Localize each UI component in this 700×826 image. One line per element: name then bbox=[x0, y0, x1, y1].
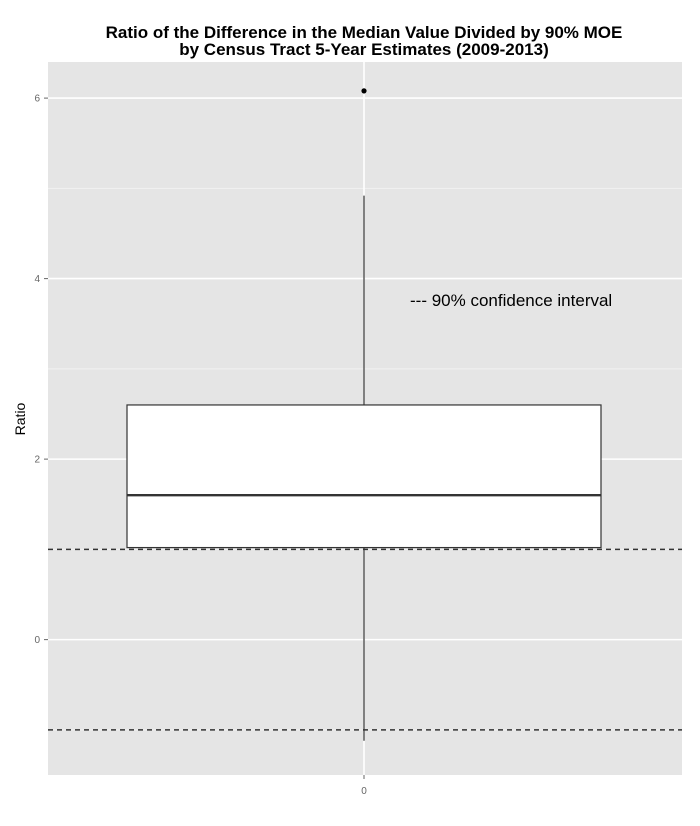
y-tick-label: 6 bbox=[34, 94, 40, 105]
interquartile-box bbox=[126, 404, 602, 549]
y-tick-label: 0 bbox=[34, 635, 40, 646]
y-tick-label: 2 bbox=[34, 455, 40, 466]
x-axis-ticks: 0 bbox=[361, 775, 367, 797]
chart-title-line-1: Ratio of the Difference in the Median Va… bbox=[106, 23, 623, 42]
y-axis-label: Ratio bbox=[12, 402, 28, 435]
chart-title-line-2: by Census Tract 5-Year Estimates (2009-2… bbox=[179, 40, 548, 59]
boxplot bbox=[126, 88, 602, 741]
y-axis-ticks: 0 2 4 6 bbox=[34, 94, 48, 646]
outlier-point bbox=[361, 88, 367, 94]
confidence-interval-annotation: --- 90% confidence interval bbox=[410, 291, 612, 310]
y-tick-label: 4 bbox=[34, 274, 40, 285]
x-tick-label: 0 bbox=[361, 786, 367, 797]
reference-lines bbox=[48, 548, 682, 731]
